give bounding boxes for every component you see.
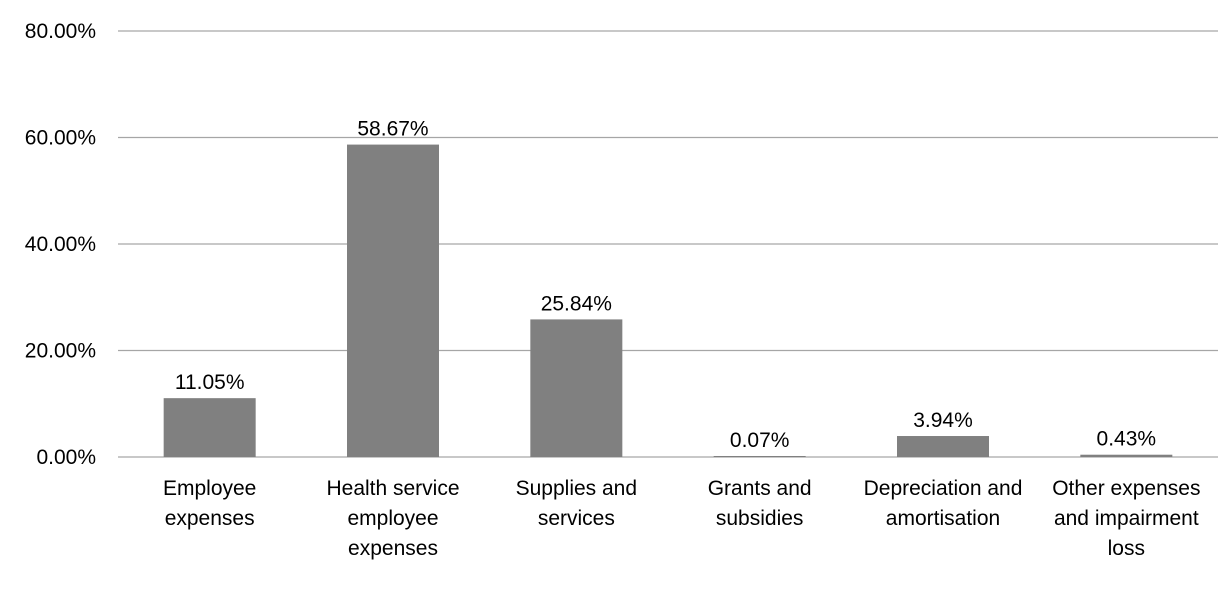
y-axis-tick-labels: 0.00% 20.00% 40.00% 60.00% 80.00%: [25, 20, 96, 469]
x-category-label: Employee expenses: [163, 477, 256, 530]
bar: [1080, 454, 1173, 457]
bar: [713, 456, 806, 457]
data-label: 25.84%: [541, 292, 612, 315]
bar: [897, 436, 989, 457]
data-label: 0.43%: [1097, 428, 1157, 451]
data-labels: 11.05% 58.67% 25.84% 0.07% 3.94% 0.43%: [175, 118, 1156, 452]
y-tick-label: 0.00%: [36, 446, 96, 469]
x-axis-category-labels: Employee expenses Health service employee ex…: [163, 477, 1200, 560]
y-tick-label: 40.00%: [25, 233, 96, 256]
data-label: 11.05%: [175, 371, 245, 394]
bar: [530, 319, 623, 457]
data-label: 0.07%: [730, 429, 790, 452]
bar: [347, 144, 439, 457]
x-category-label: Other expenses and impairment loss: [1052, 477, 1200, 560]
gridlines: [118, 30, 1218, 458]
y-tick-label: 80.00%: [25, 20, 96, 43]
y-tick-label: 60.00%: [25, 127, 96, 150]
y-tick-label: 20.00%: [25, 340, 96, 363]
x-category-label: Grants and subsidies: [708, 477, 812, 530]
x-category-label: Depreciation and amortisation: [864, 477, 1023, 530]
bar: [163, 398, 256, 457]
bars: [163, 144, 1173, 457]
x-category-label: Supplies and services: [516, 477, 637, 530]
data-label: 58.67%: [357, 118, 428, 141]
data-label: 3.94%: [913, 409, 973, 432]
x-category-label: Health service employee expenses: [326, 477, 459, 560]
